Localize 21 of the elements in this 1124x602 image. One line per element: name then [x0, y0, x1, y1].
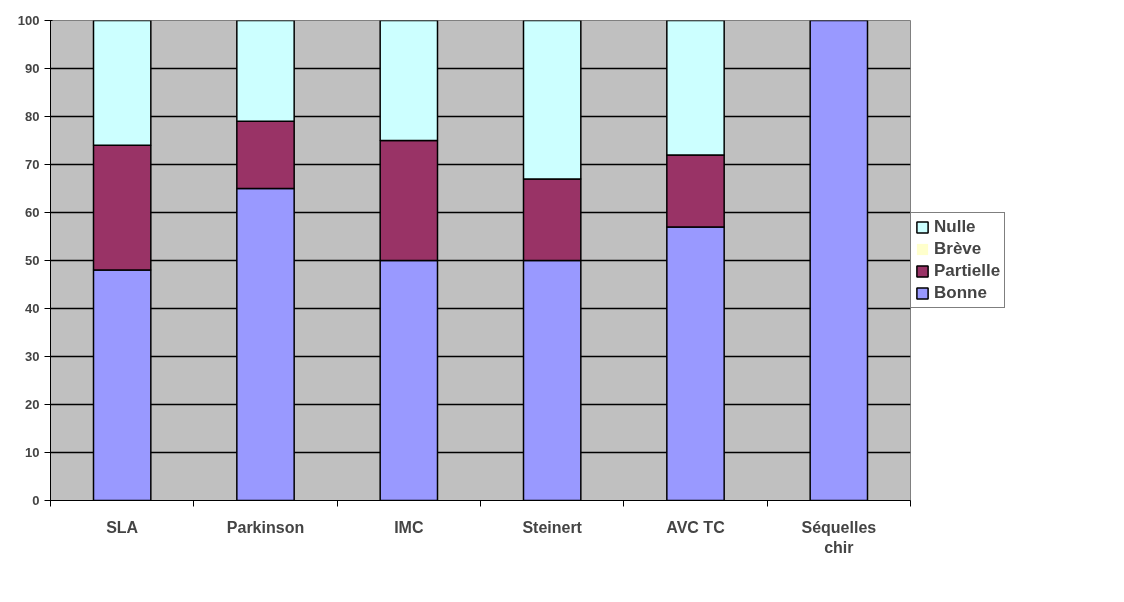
y-tick-label: 100 — [17, 13, 40, 28]
x-tick-label: Séquelles chir — [801, 518, 877, 556]
y-tick-label: 30 — [25, 349, 40, 364]
x-tick-label: Parkinson — [226, 518, 305, 536]
legend-label: Bonne — [934, 283, 987, 303]
y-tick-label: 50 — [25, 253, 40, 268]
x-tick-label: Steinert — [522, 518, 583, 536]
y-tick-label: 0 — [32, 493, 40, 508]
legend-label: Partielle — [934, 261, 1001, 281]
y-tick-label: 80 — [25, 109, 40, 124]
y-tick-label: 90 — [25, 61, 40, 76]
y-tick-label: 40 — [25, 301, 40, 316]
legend-label: Nulle — [934, 217, 976, 237]
legend-label: Brève — [934, 239, 982, 259]
y-tick-label: 70 — [25, 157, 40, 172]
x-tick-label: SLA — [106, 518, 139, 536]
y-tick-label: 20 — [25, 397, 40, 412]
x-tick-label: AVC TC — [666, 518, 726, 536]
y-tick-label: 10 — [25, 445, 40, 460]
y-tick-label: 60 — [25, 205, 40, 220]
x-tick-label: IMC — [394, 518, 424, 536]
